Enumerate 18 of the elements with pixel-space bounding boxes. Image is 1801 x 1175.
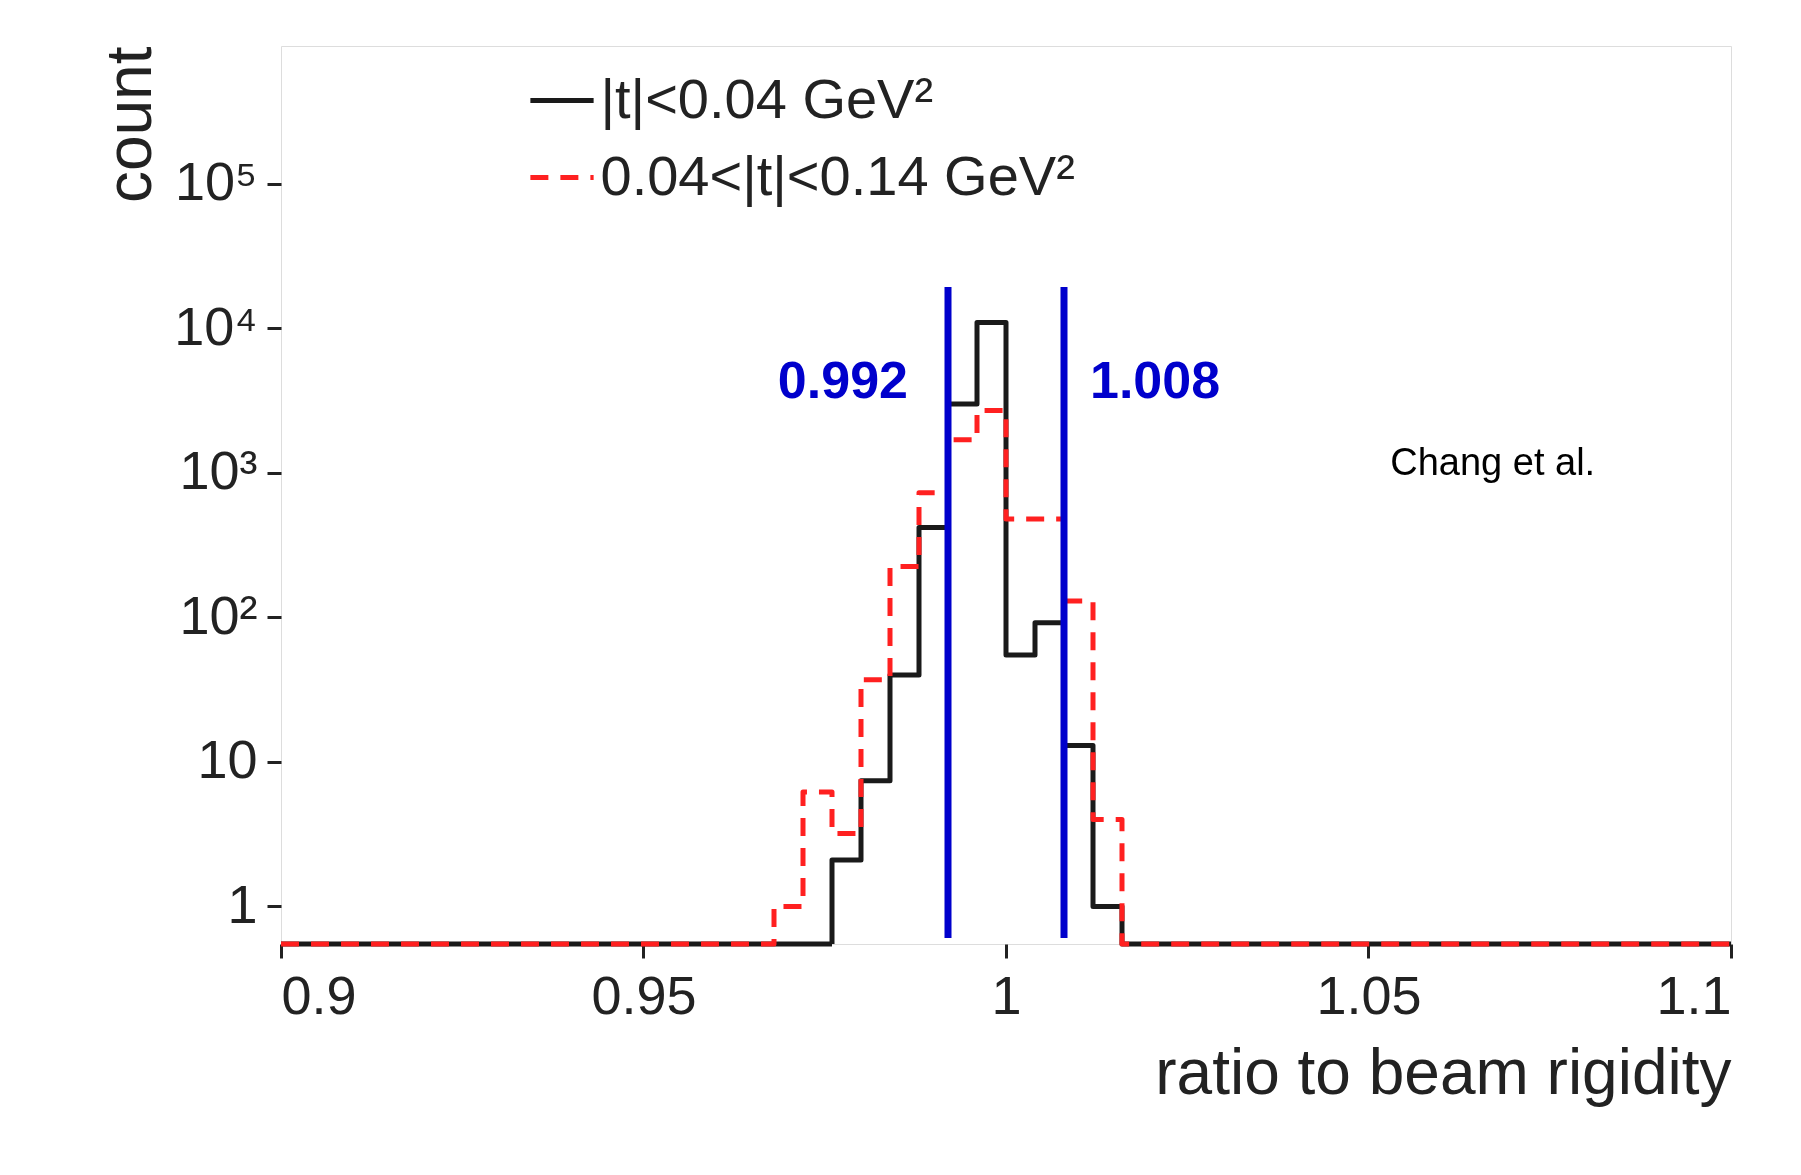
x-tick-label: 0.95 <box>591 964 697 1025</box>
y-axis-title: count <box>93 46 166 204</box>
y-tick-label: 10⁴ <box>174 295 258 356</box>
x-axis-title: ratio to beam rigidity <box>1155 1035 1732 1108</box>
x-tick-label: 0.9 <box>281 964 357 1025</box>
y-tick-label: 10² <box>179 584 258 645</box>
y-tick-label: 10⁵ <box>175 151 258 212</box>
legend-label: 0.04<|t|<0.14 GeV² <box>600 143 1075 207</box>
ref-line-label: 1.008 <box>1090 351 1221 409</box>
y-tick-label: 1 <box>227 873 258 934</box>
y-tick-label: 10 <box>197 729 258 790</box>
y-tick-label: 10³ <box>179 440 258 501</box>
ref-line-label: 0.992 <box>777 351 908 409</box>
x-tick-label: 1 <box>991 964 1022 1025</box>
annotation: Chang et al. <box>1390 441 1596 483</box>
x-tick-label: 1.1 <box>1656 964 1732 1025</box>
legend-label: |t|<0.04 GeV² <box>600 66 934 130</box>
x-tick-label: 1.05 <box>1316 964 1422 1025</box>
